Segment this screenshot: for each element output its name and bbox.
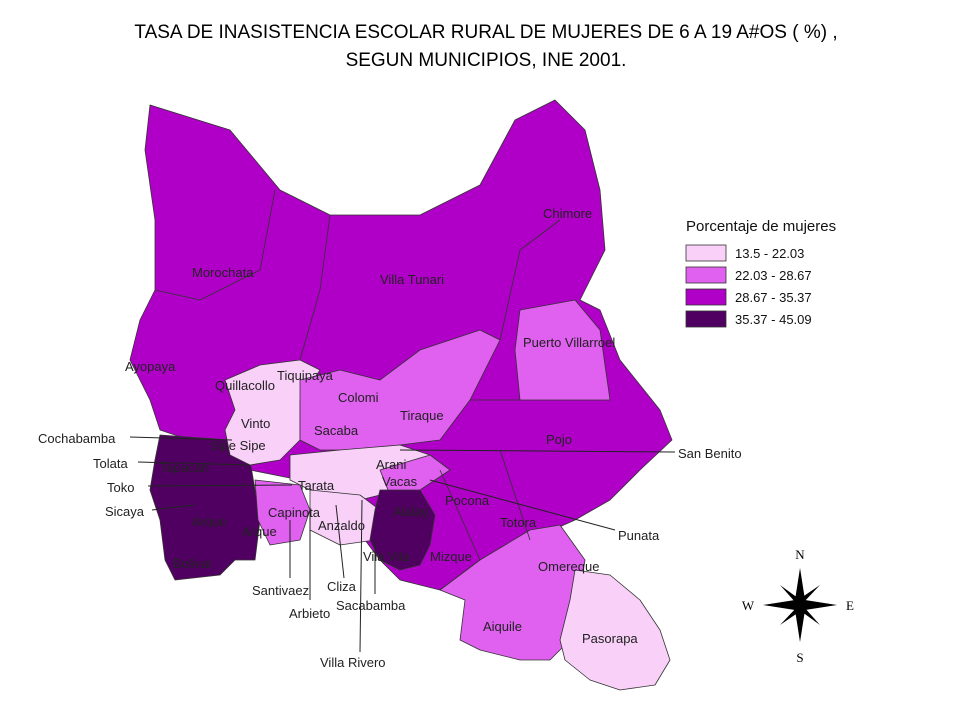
region — [224, 359, 321, 466]
boundary — [154, 189, 561, 561]
compass-star — [795, 605, 805, 642]
municipality-label: San Benito — [678, 446, 742, 461]
leader-line — [137, 461, 251, 466]
regions — [129, 99, 673, 691]
title: TASA DE INASISTENCIA ESCOLAR RURAL DE MU… — [134, 22, 837, 43]
municipality-label: Pojo — [546, 432, 572, 447]
leader-line — [151, 504, 196, 511]
leader-line — [399, 449, 676, 453]
legend: Porcentaje de mujeres 13.5 - 22.03 22.03 … — [685, 218, 836, 328]
legend-swatch — [685, 288, 727, 306]
municipality-label: Mizque — [430, 549, 472, 564]
municipality-label: Villa Rivero — [320, 655, 386, 670]
municipality-label: Arbieto — [289, 606, 330, 621]
municipality-label: Aiquile — [483, 619, 522, 634]
municipality-label: Chimore — [543, 206, 592, 221]
municipality-label: Ayopaya — [125, 359, 176, 374]
municipality-label: Totora — [500, 515, 537, 530]
region — [369, 489, 436, 571]
region — [129, 99, 673, 591]
municipality-label: Tapacari — [160, 460, 209, 475]
region — [559, 569, 671, 691]
municipality-label: Cochabamba — [38, 431, 116, 446]
legend-swatch — [685, 310, 727, 328]
municipality-label: Arque — [242, 524, 277, 539]
municipality-label: Vacas — [382, 474, 418, 489]
legend-swatch — [685, 266, 727, 284]
leader-line — [359, 499, 363, 653]
municipality-label: Tiraque — [400, 408, 444, 423]
legend-label: 35.37 - 45.09 — [735, 312, 812, 327]
municipality-label: Toko — [107, 480, 134, 495]
municipality-label: Quillacollo — [215, 378, 275, 393]
municipality-label: Colomi — [338, 390, 379, 405]
compass-n: N — [795, 547, 805, 562]
municipality-label: Alalay — [393, 504, 429, 519]
municipality-label: Santivaez — [252, 583, 309, 598]
legend-label: 22.03 - 28.67 — [735, 268, 812, 283]
municipality-label: Villa Tunari — [380, 272, 444, 287]
compass-w: W — [742, 598, 755, 613]
municipality-label: Pocona — [445, 493, 490, 508]
municipality-label: Sacaba — [314, 423, 359, 438]
municipality-label: Cliza — [327, 579, 357, 594]
municipality-label: Sacabamba — [336, 598, 406, 613]
municipality-label: Vinto — [241, 416, 270, 431]
compass: N S W E — [742, 547, 854, 665]
municipality-label: Pasorapa — [582, 631, 638, 646]
compass-star — [800, 600, 837, 610]
labels: Morochata Villa Tunari Chimore Puerto Vi… — [38, 206, 742, 670]
compass-star — [795, 568, 805, 605]
legend-title: Porcentaje de mujeres — [686, 218, 836, 235]
legend-swatch — [685, 244, 727, 262]
municipality-label: Bolivar — [173, 556, 213, 571]
municipality-label: Anzaldo — [318, 518, 365, 533]
compass-star — [780, 605, 802, 625]
municipality-label: Tolata — [93, 456, 128, 471]
municipality-label: Sipe Sipe — [210, 438, 266, 453]
municipality-label: Arani — [376, 457, 406, 472]
region — [514, 299, 611, 401]
municipality-label: Tiquipaya — [277, 368, 334, 383]
compass-s: S — [796, 650, 803, 665]
municipality-label: Omereque — [538, 559, 599, 574]
compass-star — [798, 605, 820, 625]
municipality-label: Vila Vila — [363, 549, 410, 564]
municipality-label: Sicaya — [105, 504, 145, 519]
municipality-label: Morochata — [192, 265, 254, 280]
legend-label: 13.5 - 22.03 — [735, 246, 804, 261]
leader-line — [335, 504, 345, 579]
title: SEGUN MUNICIPIOS, INE 2001. — [346, 50, 627, 71]
municipality-label: Puerto Villarroel — [523, 335, 615, 350]
leader-line — [429, 479, 616, 531]
compass-star — [798, 585, 820, 605]
municipality-label: Punata — [618, 528, 660, 543]
legend-label: 28.67 - 35.37 — [735, 290, 812, 305]
municipality-label: Arque — [192, 514, 227, 529]
compass-star — [780, 585, 802, 605]
compass-e: E — [846, 598, 854, 613]
leaders — [129, 436, 676, 653]
region — [299, 329, 501, 451]
municipality-label: Tarata — [298, 478, 335, 493]
leader-line — [147, 484, 293, 487]
leader-line — [129, 436, 233, 441]
municipality-label: Capinota — [268, 505, 321, 520]
compass-star — [763, 600, 800, 610]
